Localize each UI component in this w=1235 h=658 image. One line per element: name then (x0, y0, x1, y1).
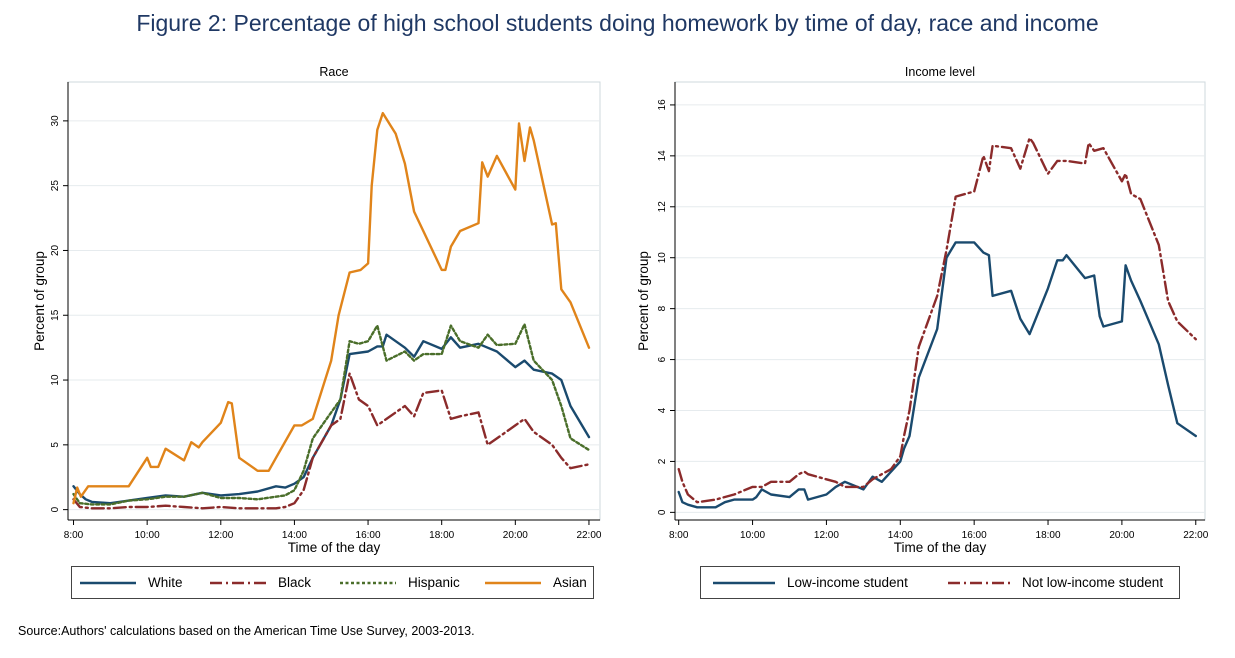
y-axis-label: Percent of group (636, 251, 651, 351)
y-tick-label: 15 (50, 309, 61, 321)
chart-title: Income level (905, 65, 975, 79)
x-tick-label: 20:00 (503, 530, 528, 541)
legend-item-hispanic: Hispanic (338, 575, 483, 590)
y-tick-label: 10 (50, 374, 61, 386)
y-tick-label: 20 (50, 244, 61, 256)
source-note: Source:Authors' calculations based on th… (18, 624, 475, 638)
plot-area (67, 81, 601, 521)
race-legend: White Black Hispanic Asian (71, 566, 594, 599)
legend-label: Low-income student (787, 575, 908, 590)
y-tick-label: 4 (657, 407, 668, 413)
legend-label: Not low-income student (1022, 575, 1164, 590)
y-tick-label: 14 (657, 150, 668, 162)
legend-swatch-white (80, 581, 136, 584)
x-tick-label: 10:00 (135, 530, 160, 541)
legend-item-not-low-income: Not low-income student (946, 575, 1176, 590)
x-tick-label: 8:00 (64, 530, 84, 541)
x-tick-label: 10:00 (740, 530, 765, 541)
y-tick-label: 0 (657, 509, 668, 515)
y-tick-label: 6 (657, 356, 668, 362)
figure-title: Figure 2: Percentage of high school stud… (136, 10, 1099, 36)
x-tick-label: 18:00 (429, 530, 454, 541)
x-tick-label: 22:00 (1183, 530, 1208, 541)
series-line-low-income-student (677, 241, 1198, 509)
y-axis-label: Percent of group (32, 251, 47, 351)
chart-title: Race (319, 65, 348, 79)
series-line-hispanic (72, 323, 591, 506)
legend-swatch-hispanic (340, 581, 396, 584)
y-tick-label: 0 (50, 506, 61, 512)
x-axis-label: Time of the day (288, 540, 381, 555)
legend-label: Asian (553, 575, 587, 590)
series-line-black (72, 372, 591, 510)
y-tick-label: 10 (657, 252, 668, 264)
legend-swatch-low-income (713, 581, 775, 584)
legend-label: White (148, 575, 183, 590)
x-tick-label: 22:00 (576, 530, 601, 541)
y-tick-label: 2 (657, 458, 668, 464)
x-tick-label: 14:00 (282, 530, 307, 541)
x-axis-label: Time of the day (894, 540, 987, 555)
x-tick-label: 8:00 (669, 530, 689, 541)
legend-item-asian: Asian (483, 575, 591, 590)
x-tick-label: 12:00 (208, 530, 233, 541)
legend-label: Black (278, 575, 312, 590)
x-tick-label: 14:00 (888, 530, 913, 541)
legend-swatch-black (210, 581, 266, 584)
series-line-white (72, 333, 591, 505)
legend-label: Hispanic (408, 575, 460, 590)
legend-item-low-income: Low-income student (711, 575, 946, 590)
x-tick-label: 12:00 (814, 530, 839, 541)
x-tick-label: 18:00 (1036, 530, 1061, 541)
y-tick-label: 8 (657, 305, 668, 311)
series-line-not-low-income-student (677, 136, 1198, 504)
x-tick-label: 16:00 (356, 530, 381, 541)
y-tick-label: 25 (50, 180, 61, 192)
y-tick-label: 12 (657, 201, 668, 213)
legend-swatch-asian (485, 581, 541, 584)
series-line-asian (72, 111, 591, 505)
y-tick-label: 5 (50, 442, 61, 448)
legend-item-black: Black (208, 575, 338, 590)
x-tick-label: 20:00 (1109, 530, 1134, 541)
y-tick-label: 16 (657, 99, 668, 111)
y-tick-label: 30 (50, 115, 61, 127)
legend-item-white: White (78, 575, 208, 590)
x-tick-label: 16:00 (962, 530, 987, 541)
income-legend: Low-income student Not low-income studen… (700, 566, 1180, 599)
legend-swatch-not-low-income (948, 581, 1010, 584)
